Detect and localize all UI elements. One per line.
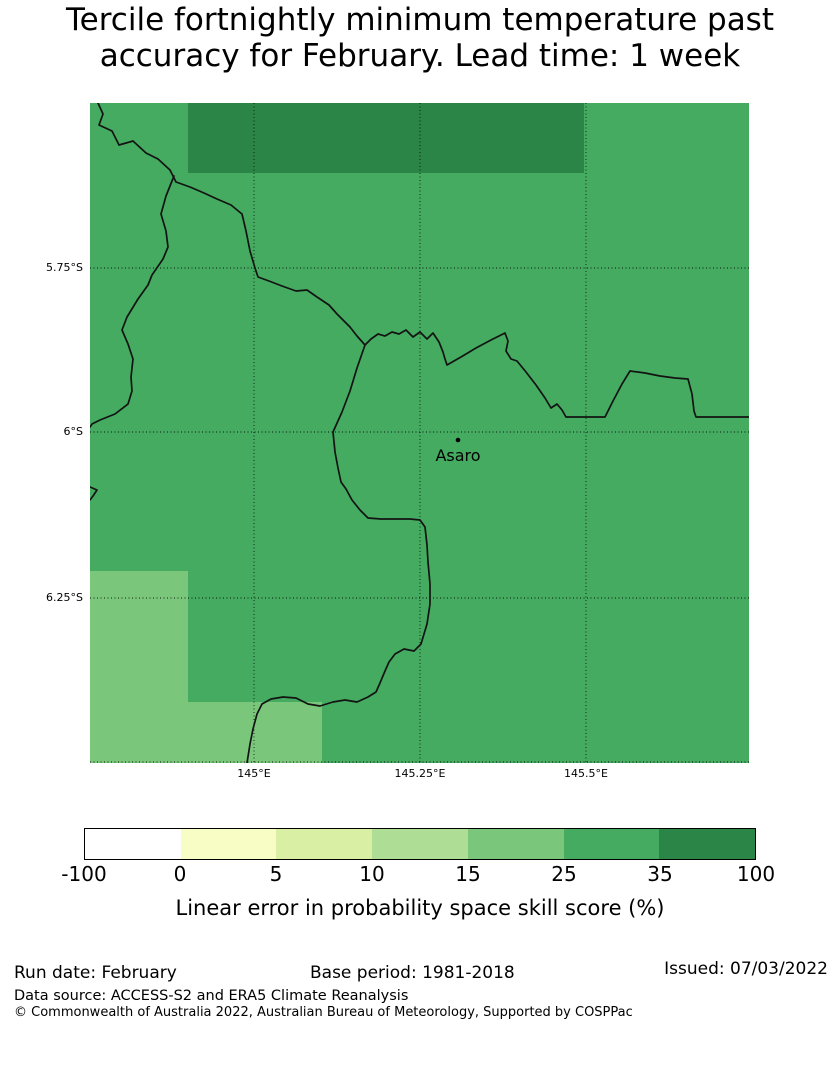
colorbar-tick-label: 15 [455,862,481,886]
west-coast-border [90,175,175,428]
south-lower-skill-strip [188,702,322,763]
map-background [90,103,749,763]
southwest-lower-skill-column [90,571,188,763]
run-date-text: Run date: February [14,963,177,983]
x-tick-label: 145.25°E [394,767,446,780]
colorbar-tick-label: 25 [551,862,577,886]
colorbar-tick-label: 0 [173,862,187,886]
colorbar-segment [372,829,468,859]
y-tick-label: 5.75°S [46,261,83,274]
colorbar-segment [276,829,373,859]
data-source-text: Data source: ACCESS-S2 and ERA5 Climate … [14,988,409,1004]
base-period-text: Base period: 1981-2018 [310,963,515,983]
northwest-border [97,103,431,763]
left-edge-notch [90,486,98,501]
x-tick-label: 145°E [237,767,271,780]
colorbar-segment [563,829,660,859]
colorbar [84,828,756,860]
chart-title-line-1: Tercile fortnightly minimum temperature … [66,2,774,38]
skill-score-map [90,103,749,763]
issued-date-text: Issued: 07/03/2022 [664,959,828,979]
x-tick-label: 145.5°E [564,767,608,780]
asaro-place-label: Asaro [435,446,481,465]
copyright-text: © Commonwealth of Australia 2022, Austra… [14,1005,633,1020]
eastern-border [364,329,749,418]
chart-title-line-2: accuracy for February. Lead time: 1 week [99,38,741,74]
north-high-skill-cell [188,103,584,173]
colorbar-tick-label: 100 [736,862,776,886]
chart-title: Tercile fortnightly minimum temperature … [0,2,840,74]
y-tick-label: 6°S [63,425,83,438]
y-tick-label: 6.25°S [46,591,83,604]
colorbar-tick-label: 5 [269,862,283,886]
colorbar-segment [467,829,564,859]
colorbar-tick-label: -100 [61,862,107,886]
colorbar-tick-label: 35 [647,862,673,886]
colorbar-tick-label: 10 [359,862,385,886]
colorbar-segment [659,829,756,859]
colorbar-segment [85,829,181,859]
asaro-marker-dot [455,437,461,443]
colorbar-axis-label: Linear error in probability space skill … [175,896,665,920]
colorbar-segment [180,829,277,859]
